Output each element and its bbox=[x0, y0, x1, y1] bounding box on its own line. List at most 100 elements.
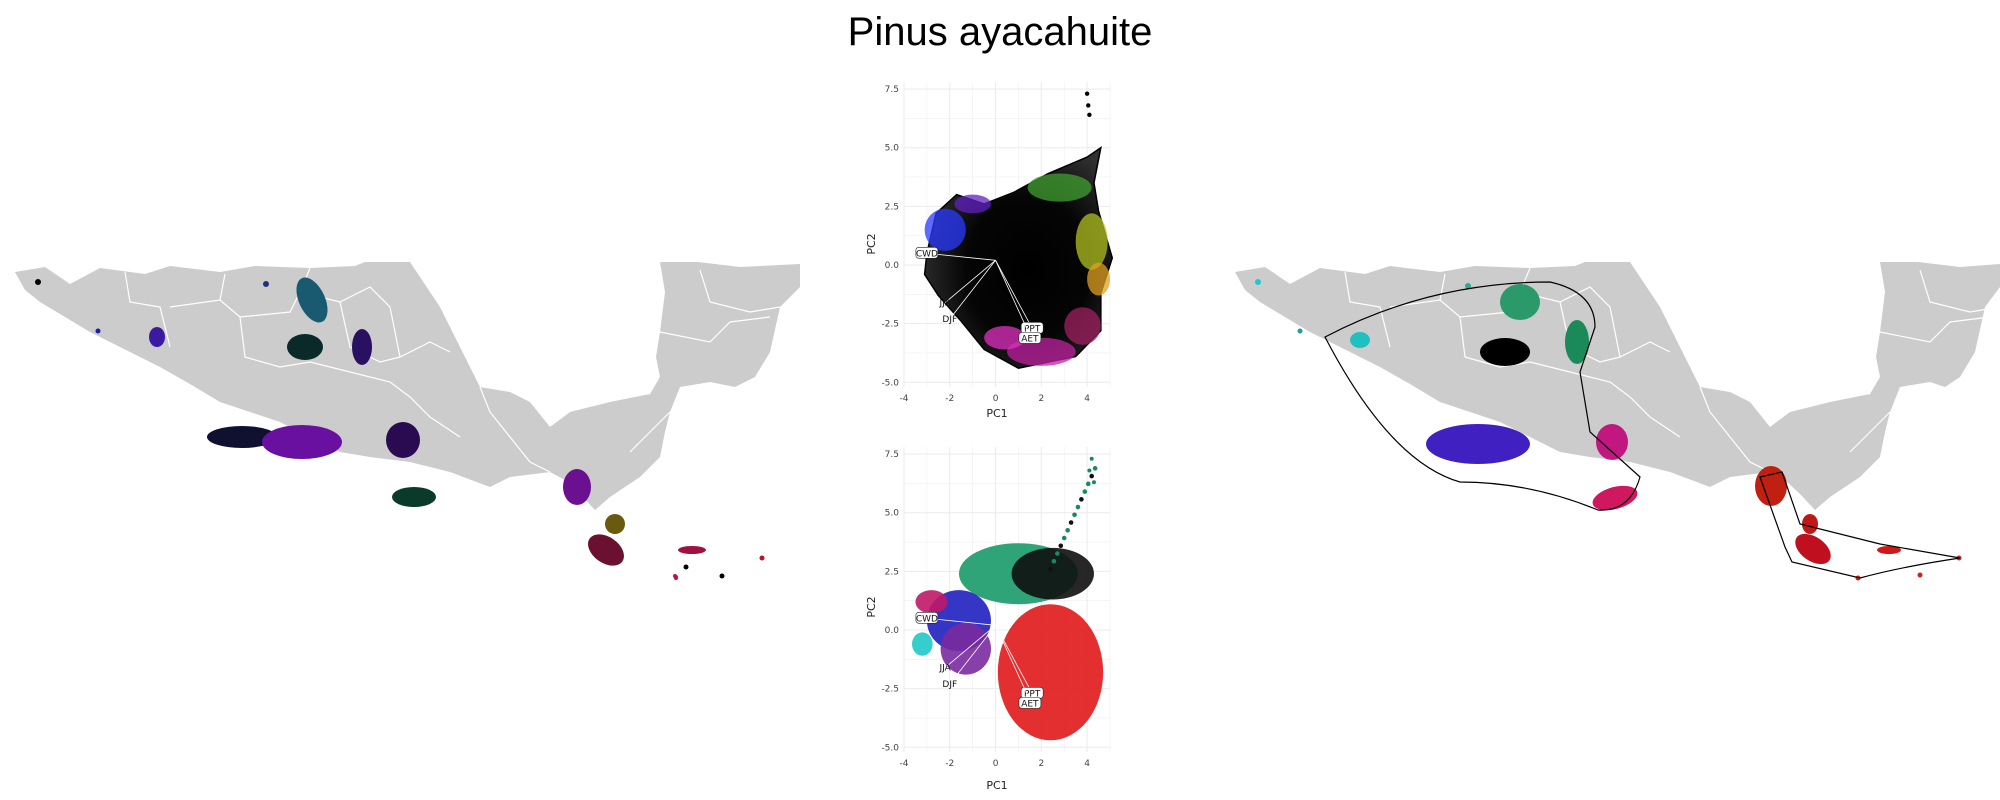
loading-label-box bbox=[915, 611, 939, 624]
loading-label: DJF bbox=[942, 680, 957, 690]
cluster-point bbox=[1082, 489, 1088, 494]
loading-label: PPT bbox=[1024, 689, 1041, 699]
y-tick-label: 7.5 bbox=[885, 85, 899, 95]
y-tick-label: -5.0 bbox=[881, 743, 899, 753]
y-tick-label: 0.0 bbox=[885, 626, 900, 636]
cluster-cloud bbox=[997, 604, 1104, 741]
loading-label: PPT bbox=[1024, 324, 1041, 334]
cloud-color-region bbox=[924, 208, 966, 251]
x-axis-label: PC1 bbox=[986, 407, 1007, 420]
y-tick-label: 2.5 bbox=[885, 567, 899, 577]
x-tick-label: -2 bbox=[945, 394, 954, 404]
cluster-point bbox=[1091, 480, 1096, 485]
cluster-point bbox=[1058, 543, 1064, 549]
cloud-color-region bbox=[1064, 307, 1101, 345]
cluster-point bbox=[1061, 535, 1067, 541]
loading-label: JJA bbox=[939, 299, 952, 309]
x-tick-label: -4 bbox=[900, 759, 909, 769]
cloud-color-region bbox=[1027, 173, 1092, 202]
cloud-color-region bbox=[1007, 337, 1076, 366]
x-tick-label: 4 bbox=[1084, 759, 1090, 769]
cluster-point bbox=[1048, 566, 1053, 572]
loading-label-box bbox=[1018, 332, 1042, 344]
point-cloud bbox=[923, 146, 1114, 370]
loading-vector bbox=[926, 617, 996, 626]
north-hull bbox=[1324, 281, 1641, 511]
y-tick-label: 5.0 bbox=[885, 509, 900, 519]
cluster-point bbox=[1072, 512, 1077, 518]
loading-vector bbox=[995, 625, 1033, 694]
cloud-color-region bbox=[1075, 213, 1108, 270]
outlier-point bbox=[1087, 112, 1092, 118]
y-ticks: 7.5 5.0 2.5 0.0 -2.5 -5.0 bbox=[881, 85, 899, 388]
loading-label: AET bbox=[1021, 334, 1039, 344]
cluster-point bbox=[1092, 466, 1098, 471]
cloud-color-region bbox=[984, 326, 1026, 350]
cluster-point bbox=[1055, 551, 1060, 556]
cluster-clouds bbox=[912, 456, 1104, 741]
cluster-point bbox=[1089, 473, 1094, 479]
outlier-point bbox=[1086, 103, 1091, 108]
outlier-point bbox=[1084, 91, 1090, 96]
y-tick-label: -2.5 bbox=[881, 685, 899, 695]
cluster-point bbox=[1075, 504, 1081, 510]
cluster-cloud bbox=[940, 622, 991, 675]
x-tick-label: 4 bbox=[1084, 394, 1090, 404]
loading-label: DJF bbox=[942, 315, 957, 325]
y-tick-label: 7.5 bbox=[885, 450, 899, 460]
figure-title: Pinus ayacahuite bbox=[847, 10, 1153, 54]
loading-label-box bbox=[1018, 697, 1042, 709]
land-mass bbox=[15, 262, 800, 510]
loading-vector bbox=[995, 260, 1033, 329]
left-map bbox=[15, 262, 800, 580]
y-ticks: 7.5 5.0 2.5 0.0 -2.5 -5.0 bbox=[881, 450, 899, 753]
cloud-color-region bbox=[1087, 262, 1110, 296]
loading-label: AET bbox=[1021, 699, 1039, 709]
cluster-point bbox=[1068, 520, 1074, 525]
cluster-point bbox=[1087, 468, 1092, 473]
loading-vector bbox=[926, 252, 996, 261]
loading-label: JJA bbox=[939, 664, 952, 674]
y-tick-label: 2.5 bbox=[885, 202, 899, 212]
x-tick-label: 0 bbox=[993, 759, 999, 769]
loading-vector bbox=[944, 625, 996, 668]
x-ticks: -4 -2 0 2 4 bbox=[900, 394, 1091, 404]
x-axis-label: PC1 bbox=[986, 779, 1007, 792]
cluster-point bbox=[1089, 456, 1094, 461]
x-tick-label: 0 bbox=[993, 394, 999, 404]
y-axis-label: PC2 bbox=[865, 233, 878, 254]
x-tick-label: 2 bbox=[1038, 759, 1044, 769]
right-map bbox=[1235, 262, 2000, 581]
y-tick-label: 0.0 bbox=[885, 261, 900, 271]
cluster-cloud bbox=[1011, 547, 1094, 600]
loading-label: CWD bbox=[916, 249, 938, 259]
south-hull bbox=[1759, 471, 1961, 579]
x-tick-label: -2 bbox=[945, 759, 954, 769]
land-mass bbox=[1235, 262, 2000, 510]
cluster-cloud bbox=[915, 590, 948, 614]
cloud-color-region bbox=[954, 194, 991, 214]
cluster-point bbox=[1065, 527, 1070, 533]
loading-vector bbox=[995, 625, 1031, 701]
loading-label: CWD bbox=[916, 614, 938, 624]
y-axis-label: PC2 bbox=[865, 596, 878, 617]
state-borders bbox=[1344, 267, 2000, 473]
loading-vector bbox=[995, 260, 1031, 336]
outlier-points bbox=[1084, 91, 1092, 118]
y-tick-label: -5.0 bbox=[881, 378, 899, 388]
state-borders bbox=[124, 267, 781, 473]
occurrence-blobs bbox=[35, 277, 765, 580]
cluster-blobs bbox=[1255, 279, 1962, 581]
x-ticks: -4 -2 0 2 4 bbox=[900, 759, 1091, 769]
loading-vector bbox=[949, 260, 996, 320]
loading-label-box bbox=[915, 246, 939, 259]
cluster-cloud bbox=[912, 632, 933, 656]
y-tick-label: -2.5 bbox=[881, 320, 899, 330]
x-tick-label: 2 bbox=[1038, 394, 1044, 404]
x-tick-label: -4 bbox=[900, 394, 909, 404]
loading-vector bbox=[949, 625, 996, 685]
